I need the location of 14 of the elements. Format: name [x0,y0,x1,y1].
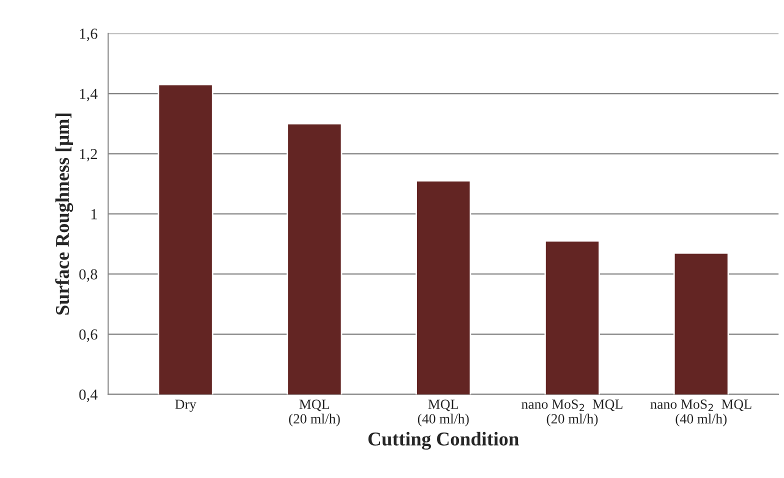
y-tick-label: 1,4 [80,88,98,102]
y-tick-label: 1,6 [80,28,98,42]
x-tick-label: MQL (40 ml/h) [418,400,469,426]
x-tick-label: Dry [175,400,196,412]
y-tick-label: 0,8 [79,269,98,282]
x-tick-label: nano MoS$_{2}$ MQL (20 ml/h) [522,400,622,426]
y-tick-label: 1,2 [80,148,97,162]
y-tick-label: 0,4 [79,389,98,402]
y-tick-label: 0,6 [79,329,98,342]
y-tick-label: 1 [91,209,97,220]
x-tick-label: nano MoS$_{2}$ MQL (40 ml/h) [650,400,752,426]
x-tick-label: MQL (20 ml/h) [289,400,340,426]
y-axis-title: Surface Roughness [µm] [55,114,74,315]
x-axis-title: Cutting Condition [368,432,519,450]
